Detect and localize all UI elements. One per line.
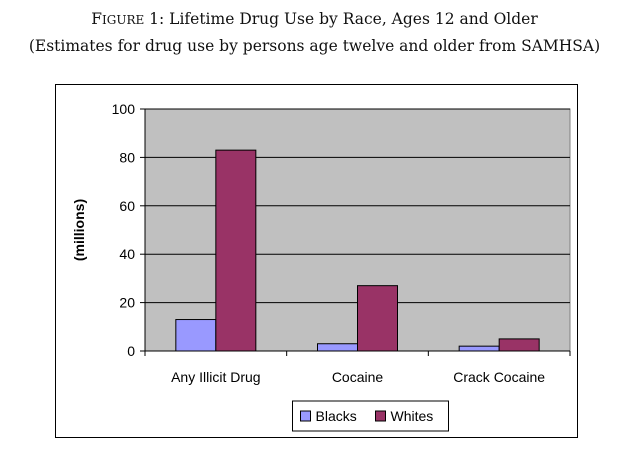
legend bbox=[292, 400, 449, 432]
bar-whites-1 bbox=[215, 149, 257, 352]
bar-whites-3 bbox=[498, 338, 540, 352]
y-axis-label: (millions) bbox=[71, 199, 87, 261]
figure-title-prefix: FIGURE bbox=[91, 10, 145, 28]
legend-swatch-whites bbox=[375, 410, 386, 422]
bar-chart: 0 20 40 60 80 100 (millions) Any Illicit Drug Co… bbox=[55, 84, 578, 438]
legend-label-whites: Whites bbox=[391, 408, 434, 424]
x-tick-label: Crack Cocaine bbox=[453, 369, 545, 385]
bar-blacks-3 bbox=[458, 345, 500, 352]
x-tick-label: Cocaine bbox=[332, 369, 384, 385]
figure-title-text: 1: Lifetime Drug Use by Race, Ages 12 an… bbox=[144, 10, 538, 28]
y-tick-label: 80 bbox=[119, 149, 135, 165]
x-tick-label: Any Illicit Drug bbox=[171, 369, 260, 385]
y-tick-label: 60 bbox=[119, 198, 135, 214]
bar-blacks-2 bbox=[317, 343, 358, 352]
y-tick-label: 0 bbox=[127, 343, 135, 359]
chart-area: 0 20 40 60 80 100 (millions) Any Illicit Drug Co… bbox=[55, 84, 578, 438]
figure-titles: FIGURE 1: Lifetime Drug Use by Race, Age… bbox=[0, 8, 629, 57]
figure-subtitle: (Estimates for drug use by persons age t… bbox=[28, 37, 601, 55]
bar-blacks-1 bbox=[175, 319, 217, 352]
legend-swatch-blacks bbox=[300, 410, 311, 422]
y-tick-label: 100 bbox=[112, 101, 136, 117]
y-tick-label: 20 bbox=[119, 295, 135, 311]
figure-title: FIGURE 1: Lifetime Drug Use by Race, Age… bbox=[0, 8, 629, 31]
y-tick-label: 40 bbox=[119, 246, 135, 262]
bar-whites-2 bbox=[357, 285, 398, 352]
legend-label-blacks: Blacks bbox=[316, 408, 357, 424]
